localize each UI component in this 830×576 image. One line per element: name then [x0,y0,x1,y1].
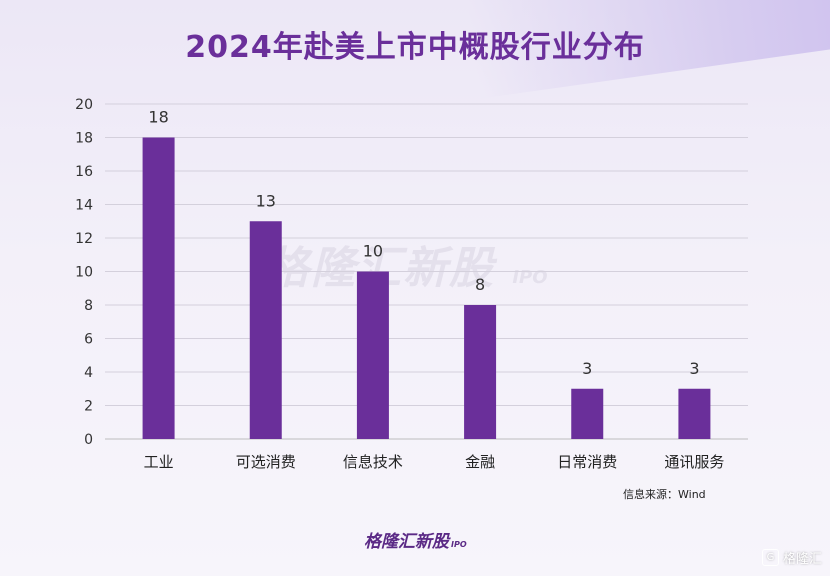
y-tick-label: 14 [75,198,93,214]
bar [678,388,711,439]
bar [356,271,389,439]
bars [142,137,711,439]
bar [249,221,282,439]
footer-logo-text: 格隆汇新股 [364,532,449,552]
gelonghui-logo-icon: G [761,549,779,566]
y-tick-label: 20 [75,97,93,113]
y-tick-label: 10 [75,265,93,281]
x-tick-label: 工业 [144,453,174,471]
data-label: 13 [256,191,276,210]
y-tick-label: 0 [84,432,93,448]
y-tick-label: 6 [84,332,93,348]
y-tick-label: 18 [75,131,93,147]
y-axis-ticks: 0 2 4 6 8 10 12 14 16 18 20 [75,97,93,448]
data-label: 3 [689,359,699,378]
y-tick-label: 2 [84,399,93,415]
x-tick-label: 日常消费 [557,453,617,471]
data-label: 3 [582,359,592,378]
x-tick-label: 信息技术 [343,453,403,471]
y-tick-label: 12 [75,231,93,247]
x-tick-label: 金融 [465,453,495,471]
x-tick-label: 通讯服务 [664,453,724,471]
data-label: 8 [475,275,485,294]
data-label: 18 [148,108,168,127]
x-axis-labels: 工业 可选消费 信息技术 金融 日常消费 通讯服务 [144,453,725,471]
y-tick-label: 16 [75,164,93,180]
data-labels: 18 13 10 8 3 3 [148,108,699,378]
y-tick-label: 4 [84,365,93,381]
grid-lines [105,103,748,440]
corner-logo-text: 格隆汇 [782,552,822,567]
bar [142,137,175,439]
bar [464,305,497,439]
data-label: 10 [363,242,383,261]
x-tick-label: 可选消费 [236,453,296,471]
chart-title: 2024年赴美上市中概股行业分布 [185,30,645,65]
bar [571,388,604,439]
footer-logo: 格隆汇新股 IPO [364,527,467,552]
footer-logo-sub: IPO [451,540,467,549]
y-tick-label: 8 [84,298,93,314]
source-note: 信息来源：Wind [623,488,706,501]
corner-logo: G 格隆汇 [761,548,822,567]
